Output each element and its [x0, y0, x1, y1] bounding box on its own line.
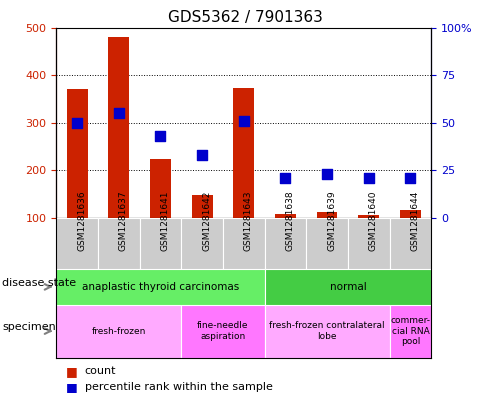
Bar	[56, 305, 181, 358]
Bar	[400, 209, 421, 218]
Text: disease state: disease state	[2, 278, 76, 288]
Bar	[317, 212, 338, 218]
Point	[73, 119, 81, 126]
Text: GSM1281643: GSM1281643	[244, 191, 253, 251]
Point	[198, 152, 206, 158]
Text: GSM1281641: GSM1281641	[161, 191, 170, 251]
Text: ■: ■	[66, 380, 82, 393]
Text: percentile rank within the sample: percentile rank within the sample	[85, 382, 272, 392]
Bar	[108, 37, 129, 218]
Text: GSM1281637: GSM1281637	[119, 190, 128, 251]
Text: GSM1281644: GSM1281644	[410, 191, 419, 251]
Bar	[140, 218, 181, 269]
Text: anaplastic thyroid carcinomas: anaplastic thyroid carcinomas	[82, 282, 239, 292]
Text: GDS5362 / 7901363: GDS5362 / 7901363	[168, 10, 322, 25]
Bar	[348, 218, 390, 269]
Point	[156, 133, 164, 139]
Text: normal: normal	[329, 282, 366, 292]
Text: GSM1281639: GSM1281639	[327, 190, 336, 251]
Bar	[275, 214, 296, 218]
Bar	[67, 90, 88, 218]
Text: GSM1281642: GSM1281642	[202, 191, 211, 251]
Text: GSM1281638: GSM1281638	[285, 190, 294, 251]
Bar	[358, 215, 379, 218]
Point	[281, 175, 289, 181]
Text: count: count	[85, 366, 116, 376]
Bar	[181, 305, 265, 358]
Bar	[56, 269, 265, 305]
Text: specimen: specimen	[2, 322, 56, 332]
Bar	[265, 305, 390, 358]
Point	[365, 175, 372, 181]
Text: GSM1281636: GSM1281636	[77, 190, 86, 251]
Bar	[192, 195, 213, 218]
Bar	[233, 88, 254, 218]
Text: ■: ■	[66, 365, 82, 378]
Text: GSM1281640: GSM1281640	[368, 191, 378, 251]
Bar	[390, 218, 431, 269]
Point	[240, 118, 247, 124]
Point	[406, 175, 414, 181]
Point	[323, 171, 331, 177]
Bar	[150, 158, 171, 218]
Bar	[306, 218, 348, 269]
Bar	[181, 218, 223, 269]
Bar	[223, 218, 265, 269]
Text: commer-
cial RNA
pool: commer- cial RNA pool	[391, 316, 430, 346]
Bar	[265, 269, 431, 305]
Bar	[56, 218, 98, 269]
Text: fine-needle
aspiration: fine-needle aspiration	[197, 321, 249, 341]
Bar	[98, 218, 140, 269]
Bar	[390, 305, 431, 358]
Point	[115, 110, 122, 116]
Bar	[265, 218, 306, 269]
Text: fresh-frozen contralateral
lobe: fresh-frozen contralateral lobe	[270, 321, 385, 341]
Text: fresh-frozen: fresh-frozen	[92, 327, 146, 336]
